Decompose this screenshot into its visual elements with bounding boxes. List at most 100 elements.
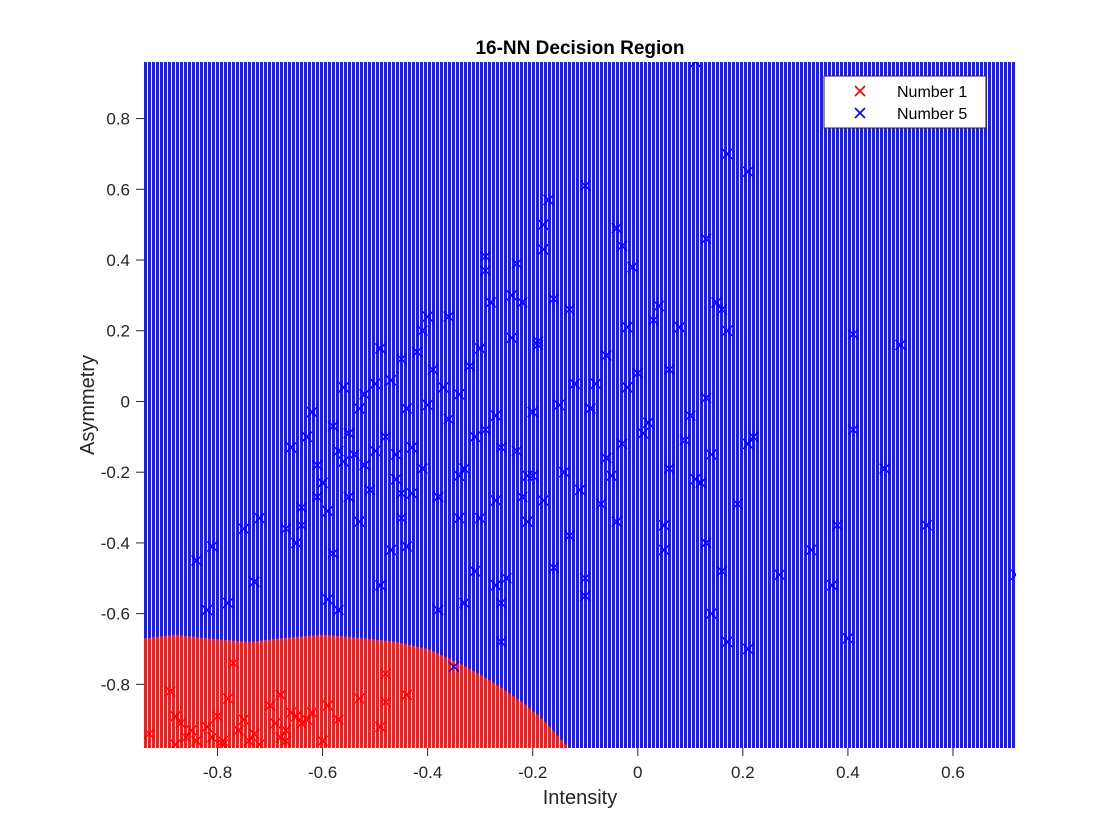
point-number-5: [201, 604, 213, 616]
point-number-5: [705, 448, 717, 461]
point-number-1: [332, 714, 344, 726]
point-number-5: [374, 342, 386, 354]
point-number-5: [369, 445, 381, 457]
point-number-5: [732, 498, 744, 510]
x-tick-label: 0: [633, 763, 642, 782]
point-number-5: [621, 321, 633, 333]
point-number-5: [742, 438, 754, 450]
point-number-1: [185, 724, 197, 736]
point-number-5: [353, 403, 365, 415]
point-number-5: [458, 463, 470, 475]
point-number-5: [658, 519, 670, 531]
point-number-5: [306, 406, 318, 418]
point-number-5: [563, 530, 576, 542]
point-number-5: [721, 636, 733, 648]
point-number-5: [395, 512, 407, 524]
x-tick-label: 0.2: [731, 763, 755, 782]
point-number-5: [595, 498, 607, 510]
point-number-1: [275, 689, 287, 701]
y-tick-label: 0.4: [106, 251, 130, 270]
point-number-5: [842, 632, 854, 644]
point-number-5: [359, 388, 371, 400]
point-number-5: [511, 258, 523, 270]
point-number-5: [322, 593, 334, 606]
point-number-5: [311, 491, 323, 503]
point-number-5: [532, 339, 544, 351]
point-number-5: [521, 516, 534, 528]
point-number-1: [296, 717, 308, 729]
legend-marker-number-5: [854, 107, 866, 119]
point-number-5: [711, 296, 723, 308]
point-number-5: [1010, 569, 1016, 581]
point-number-5: [569, 378, 581, 390]
point-number-5: [453, 470, 465, 482]
point-number-5: [532, 335, 544, 347]
point-number-5: [395, 353, 407, 365]
point-number-5: [338, 381, 350, 393]
point-number-5: [338, 456, 350, 468]
point-number-5: [616, 240, 628, 252]
point-number-5: [579, 590, 591, 602]
point-number-5: [774, 569, 786, 581]
point-number-5: [479, 250, 491, 263]
point-number-5: [432, 604, 444, 616]
y-tick-label: -0.2: [101, 463, 130, 482]
point-number-5: [527, 406, 539, 418]
point-number-5: [674, 321, 686, 333]
point-number-5: [894, 339, 906, 351]
point-number-5: [716, 303, 728, 316]
point-number-5: [495, 597, 507, 609]
point-number-5: [458, 597, 470, 609]
point-number-5: [600, 452, 612, 464]
point-number-5: [206, 540, 218, 552]
data-points: [144, 62, 1016, 748]
point-number-5: [332, 604, 344, 616]
point-number-5: [401, 403, 413, 415]
x-tick-label: 0.6: [941, 763, 965, 782]
point-number-1: [317, 735, 329, 747]
point-number-5: [395, 487, 407, 499]
point-number-5: [406, 441, 418, 453]
point-number-5: [584, 403, 597, 415]
point-number-1: [269, 717, 281, 729]
point-number-5: [406, 487, 418, 499]
point-number-5: [464, 360, 476, 372]
point-number-1: [222, 692, 234, 705]
point-number-5: [611, 222, 623, 234]
point-number-5: [311, 459, 323, 471]
point-number-5: [616, 438, 628, 450]
point-number-5: [296, 519, 308, 531]
point-number-5: [359, 459, 371, 471]
point-number-5: [611, 516, 623, 528]
point-number-5: [190, 555, 203, 567]
point-number-1: [264, 700, 276, 712]
point-number-5: [495, 441, 507, 453]
point-number-5: [742, 166, 754, 178]
point-number-5: [590, 378, 602, 390]
point-number-5: [516, 296, 528, 308]
point-number-5: [579, 572, 591, 584]
point-number-5: [453, 512, 465, 524]
point-number-5: [485, 296, 497, 308]
blue-decision-region: [144, 62, 1016, 748]
point-number-5: [369, 378, 381, 390]
point-number-1: [180, 731, 192, 743]
point-number-5: [353, 516, 365, 528]
point-number-1: [144, 728, 155, 740]
point-number-5: [684, 410, 696, 422]
point-number-5: [690, 62, 702, 68]
point-number-5: [637, 427, 649, 439]
point-number-5: [427, 364, 439, 376]
point-number-5: [537, 494, 549, 507]
point-number-5: [648, 314, 660, 326]
point-number-1: [169, 738, 182, 748]
y-axis-label: Asymmetry: [77, 355, 99, 455]
point-number-5: [700, 392, 712, 404]
point-number-5: [422, 311, 434, 323]
point-number-5: [879, 463, 891, 475]
point-number-5: [469, 565, 481, 577]
point-number-5: [285, 441, 297, 453]
point-number-5: [437, 381, 449, 393]
point-number-5: [653, 300, 665, 312]
legend-marker-number-1: [854, 85, 866, 97]
